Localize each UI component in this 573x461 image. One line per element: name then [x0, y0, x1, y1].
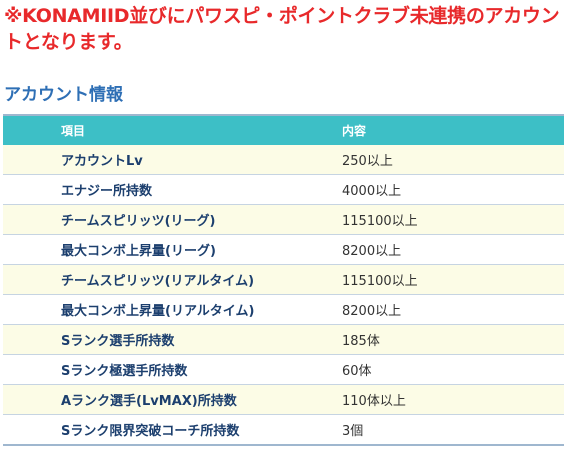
row-item: Sランク限界突破コーチ所持数: [3, 414, 281, 446]
table-row: Sランク限界突破コーチ所持数 3個: [3, 414, 564, 446]
account-info-table: 項目 内容 アカウントLv 250以上 エナジー所持数 4000以上 チームスピ…: [3, 114, 564, 446]
header-content: 内容: [281, 114, 564, 145]
section-title: アカウント情報: [4, 85, 123, 105]
row-item: 最大コンボ上昇量(リアルタイム): [3, 294, 281, 325]
row-content: 185体: [281, 324, 564, 355]
row-item: チームスピリッツ(リアルタイム): [3, 264, 281, 295]
row-item: チームスピリッツ(リーグ): [3, 204, 281, 235]
table-row: チームスピリッツ(リーグ) 115100以上: [3, 204, 564, 235]
row-item: Aランク選手(LvMAX)所持数: [3, 384, 281, 415]
table-row: エナジー所持数 4000以上: [3, 174, 564, 205]
row-content: 4000以上: [281, 174, 564, 205]
row-item: Sランク選手所持数: [3, 324, 281, 355]
table-header-row: 項目 内容: [3, 114, 564, 145]
row-content: 115100以上: [281, 264, 564, 295]
row-item: エナジー所持数: [3, 174, 281, 205]
row-item: Sランク極選手所持数: [3, 354, 281, 385]
row-item: アカウントLv: [3, 145, 281, 175]
row-content: 60体: [281, 354, 564, 385]
row-content: 110体以上: [281, 384, 564, 415]
row-content: 8200以上: [281, 234, 564, 265]
row-content: 3個: [281, 414, 564, 446]
row-item: 最大コンボ上昇量(リーグ): [3, 234, 281, 265]
table-row: Aランク選手(LvMAX)所持数 110体以上: [3, 384, 564, 415]
table-row: チームスピリッツ(リアルタイム) 115100以上: [3, 264, 564, 295]
table-row: 最大コンボ上昇量(リーグ) 8200以上: [3, 234, 564, 265]
table-row: Sランク選手所持数 185体: [3, 324, 564, 355]
table-row: Sランク極選手所持数 60体: [3, 354, 564, 385]
header-item: 項目: [3, 114, 281, 145]
table-row: アカウントLv 250以上: [3, 145, 564, 175]
table-row: 最大コンボ上昇量(リアルタイム) 8200以上: [3, 294, 564, 325]
row-content: 250以上: [281, 145, 564, 175]
row-content: 115100以上: [281, 204, 564, 235]
row-content: 8200以上: [281, 294, 564, 325]
notice-text: ※KONAMIID並びにパワスピ・ポイントクラブ未連携のアカウントとなります。: [4, 5, 560, 53]
